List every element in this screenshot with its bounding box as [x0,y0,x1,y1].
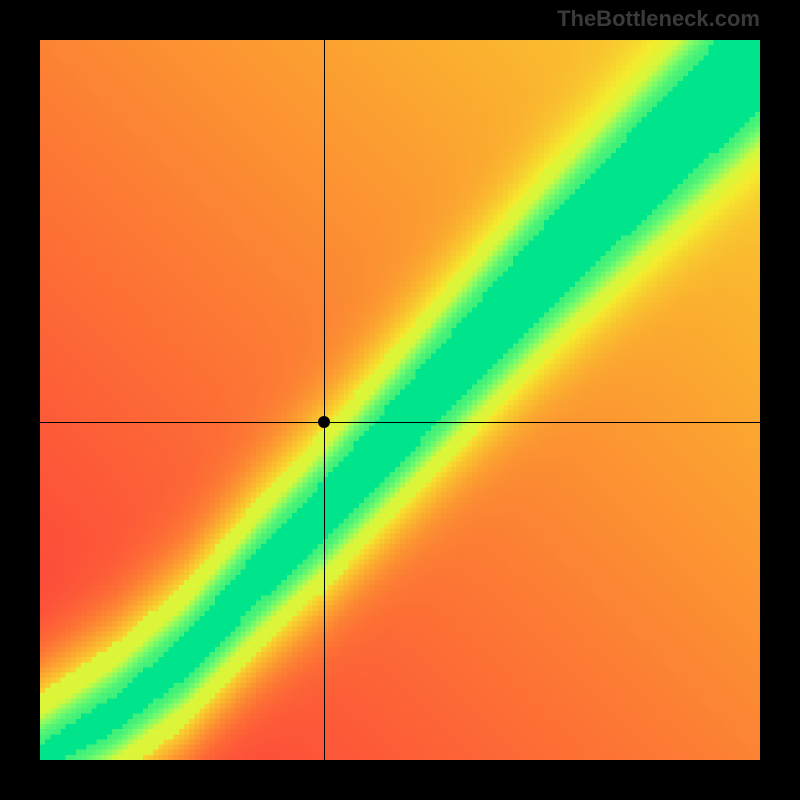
watermark-text: TheBottleneck.com [557,6,760,32]
crosshair-marker [318,416,330,428]
crosshair-horizontal [40,422,760,423]
heatmap-plot [40,40,760,760]
heatmap-canvas [40,40,760,760]
crosshair-vertical [324,40,325,760]
